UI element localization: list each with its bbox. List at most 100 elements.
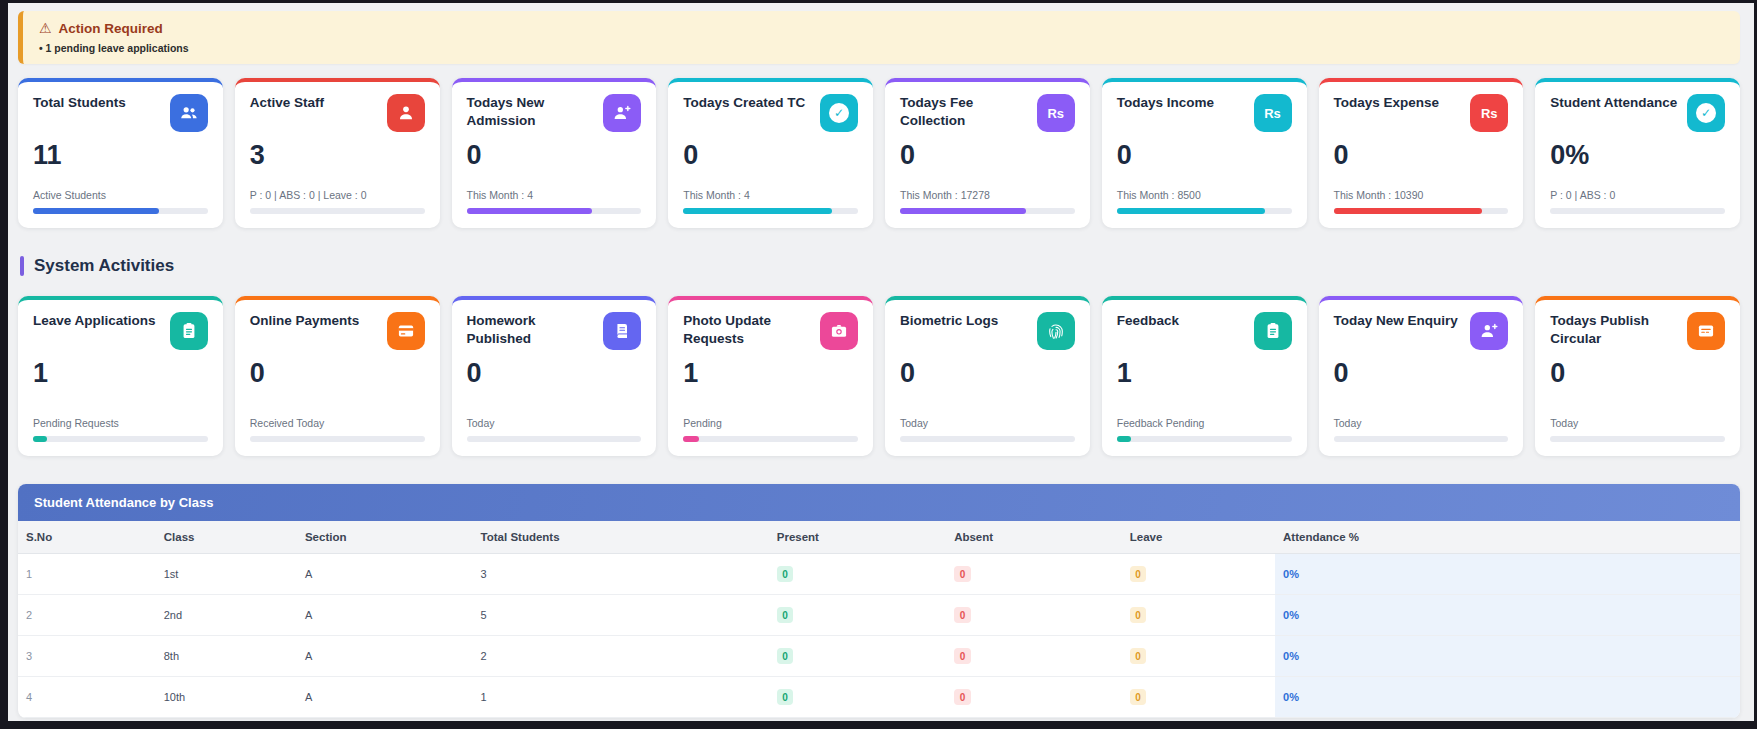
cell-present: 0 <box>769 677 946 718</box>
card-title: Active Staff <box>250 94 328 112</box>
rupee-icon: Rs <box>1037 94 1075 132</box>
user-plus-icon <box>1470 312 1508 350</box>
card-subtitle: This Month : 10390 <box>1334 189 1509 208</box>
card-value: 1 <box>1117 360 1292 387</box>
cell-section: A <box>297 554 473 595</box>
absent-badge: 0 <box>954 648 971 664</box>
rupee-icon: Rs <box>1254 94 1292 132</box>
progress-track <box>900 208 1075 214</box>
table-row: 4 10th A 1 0 0 0 0% <box>18 677 1740 718</box>
card-subtitle: This Month : 4 <box>467 189 642 208</box>
progress-fill <box>33 436 47 442</box>
progress-fill <box>1117 436 1131 442</box>
progress-track <box>250 436 425 442</box>
progress-track <box>467 208 642 214</box>
card-value: 0 <box>900 142 1075 169</box>
card-todays-expense[interactable]: Todays Expense Rs 0 This Month : 10390 <box>1319 78 1524 228</box>
card-todays-new-admission[interactable]: Todays New Admission 0 This Month : 4 <box>452 78 657 228</box>
progress-track <box>683 208 858 214</box>
cell-total: 1 <box>473 677 769 718</box>
card-title: Total Students <box>33 94 130 112</box>
card-value: 0 <box>1334 142 1509 169</box>
cell-present: 0 <box>769 636 946 677</box>
check-circle-icon: ✓ <box>820 94 858 132</box>
activity-cards-row: Leave Applications 1 Pending Requests On… <box>18 296 1740 456</box>
table-title: Student Attendance by Class <box>18 484 1740 521</box>
check-glyph: ✓ <box>1696 103 1716 123</box>
progress-fill <box>683 436 699 442</box>
card-subtitle: Pending <box>683 417 858 436</box>
card-title: Student Attendance <box>1550 94 1681 112</box>
cell-attendance: 0% <box>1275 554 1740 595</box>
cell-sno: 2 <box>18 595 156 636</box>
rupee-icon: Rs <box>1470 94 1508 132</box>
cell-total: 2 <box>473 636 769 677</box>
card-title: Feedback <box>1117 312 1183 330</box>
leave-badge: 0 <box>1130 607 1147 623</box>
cell-absent: 0 <box>946 677 1122 718</box>
progress-track <box>33 208 208 214</box>
card-homework-published[interactable]: Homework Published 0 Today <box>452 296 657 456</box>
user-icon <box>387 94 425 132</box>
card-value: 0 <box>250 360 425 387</box>
card-subtitle: Today <box>1334 417 1509 436</box>
card-title: Todays Fee Collection <box>900 94 1037 129</box>
card-active-staff[interactable]: Active Staff 3 P : 0 | ABS : 0 | Leave :… <box>235 78 440 228</box>
card-todays-publish-circular[interactable]: Todays Publish Circular 0 Today <box>1535 296 1740 456</box>
card-feedback[interactable]: Feedback 1 Feedback Pending <box>1102 296 1307 456</box>
present-badge: 0 <box>777 566 794 582</box>
section-accent-bar <box>20 256 24 276</box>
card-subtitle: Today <box>900 417 1075 436</box>
warning-icon: ⚠ <box>39 20 52 36</box>
user-plus-icon <box>603 94 641 132</box>
card-todays-created-tc[interactable]: Todays Created TC ✓ 0 This Month : 4 <box>668 78 873 228</box>
camera-icon <box>820 312 858 350</box>
card-value: 0 <box>900 360 1075 387</box>
table-header-row: S.No Class Section Total Students Presen… <box>18 521 1740 554</box>
card-value: 0 <box>683 142 858 169</box>
progress-fill <box>33 208 159 214</box>
cell-class: 1st <box>156 554 297 595</box>
attendance-table-card: Student Attendance by Class S.No Class S… <box>18 484 1740 718</box>
card-subtitle: Today <box>467 417 642 436</box>
card-todays-income[interactable]: Todays Income Rs 0 This Month : 8500 <box>1102 78 1307 228</box>
cell-absent: 0 <box>946 595 1122 636</box>
progress-track <box>467 436 642 442</box>
attendance-value: 0% <box>1283 609 1299 621</box>
cell-sno: 4 <box>18 677 156 718</box>
cell-present: 0 <box>769 554 946 595</box>
card-subtitle: Today <box>1550 417 1725 436</box>
card-today-new-enquiry[interactable]: Today New Enquiry 0 Today <box>1319 296 1524 456</box>
card-student-attendance[interactable]: Student Attendance ✓ 0% P : 0 | ABS : 0 <box>1535 78 1740 228</box>
progress-track <box>1117 208 1292 214</box>
card-title: Homework Published <box>467 312 604 347</box>
progress-fill <box>467 208 593 214</box>
card-total-students[interactable]: Total Students 11 Active Students <box>18 78 223 228</box>
card-value: 0 <box>467 142 642 169</box>
progress-fill <box>1334 208 1483 214</box>
card-title: Online Payments <box>250 312 364 330</box>
card-title: Todays Expense <box>1334 94 1444 112</box>
progress-track <box>250 208 425 214</box>
users-icon <box>170 94 208 132</box>
card-biometric-logs[interactable]: Biometric Logs 0 Today <box>885 296 1090 456</box>
card-todays-fee-collection[interactable]: Todays Fee Collection Rs 0 This Month : … <box>885 78 1090 228</box>
card-leave-applications[interactable]: Leave Applications 1 Pending Requests <box>18 296 223 456</box>
clipboard-icon <box>170 312 208 350</box>
col-present: Present <box>769 521 946 554</box>
col-attendance-pct: Attendance % <box>1275 521 1740 554</box>
card-title: Todays Created TC <box>683 94 809 112</box>
card-subtitle: This Month : 17278 <box>900 189 1075 208</box>
attendance-table: S.No Class Section Total Students Presen… <box>18 521 1740 718</box>
card-photo-update-requests[interactable]: Photo Update Requests 1 Pending <box>668 296 873 456</box>
absent-badge: 0 <box>954 566 971 582</box>
table-row: 3 8th A 2 0 0 0 0% <box>18 636 1740 677</box>
card-online-payments[interactable]: Online Payments 0 Received Today <box>235 296 440 456</box>
leave-badge: 0 <box>1130 648 1147 664</box>
card-value: 0 <box>1334 360 1509 387</box>
card-value: 0 <box>467 360 642 387</box>
absent-badge: 0 <box>954 689 971 705</box>
cell-leave: 0 <box>1122 595 1275 636</box>
card-title: Todays Income <box>1117 94 1218 112</box>
card-value: 1 <box>33 360 208 387</box>
